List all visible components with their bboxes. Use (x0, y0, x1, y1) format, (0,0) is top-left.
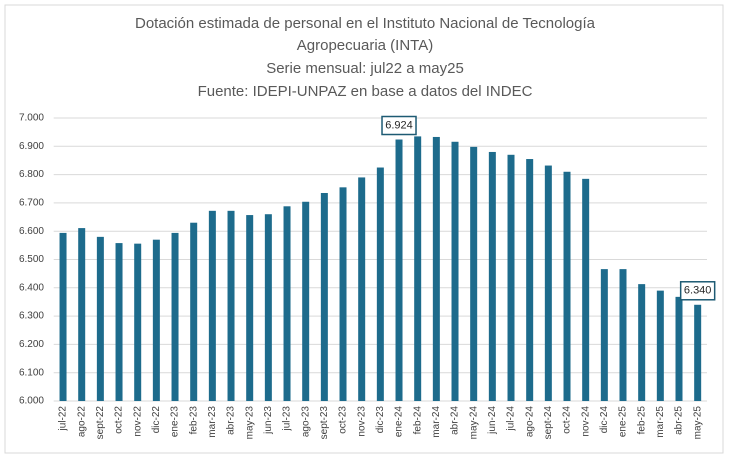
y-tick-label: 6.200 (19, 339, 44, 350)
x-tick-label: may-23 (244, 406, 255, 440)
x-tick-label: sept-22 (95, 406, 106, 440)
x-tick-label: abr-23 (226, 406, 237, 435)
bar (582, 178, 590, 401)
value-label-box (679, 281, 716, 301)
x-tick-label: ago-23 (300, 406, 311, 438)
x-tick-label: abr-25 (674, 406, 685, 435)
x-tick-label: ene-24 (394, 406, 405, 438)
y-tick-label: 7.000 (19, 113, 44, 124)
bar (264, 214, 272, 401)
value-label-box (381, 115, 417, 136)
x-tick-label: feb-25 (636, 406, 647, 435)
x-tick-label: nov-24 (580, 406, 591, 437)
x-tick-label: sept-23 (319, 406, 330, 440)
x-tick-label: feb-23 (188, 406, 199, 435)
x-tick-label: jul-23 (282, 406, 293, 432)
x-tick-label: nov-22 (132, 406, 143, 437)
x-tick-label: may-24 (468, 406, 479, 440)
chart-title: Dotación estimada de personal en el Inst… (135, 15, 596, 32)
y-tick-label: 6.000 (19, 396, 44, 407)
x-tick-label: mar-23 (207, 406, 218, 438)
bar (246, 215, 254, 401)
bar (190, 222, 198, 401)
value-label: 6.340 (684, 285, 712, 297)
x-tick-label: ago-24 (524, 406, 535, 438)
bar (320, 192, 328, 401)
bar (638, 284, 646, 401)
bar (656, 290, 664, 401)
bar (675, 296, 683, 401)
bar (432, 136, 440, 401)
bar (59, 232, 67, 401)
bar (507, 154, 515, 401)
y-tick-label: 6.900 (19, 141, 44, 152)
x-tick-label: ene-25 (618, 406, 629, 438)
bar (395, 139, 403, 401)
bar (619, 269, 627, 401)
y-tick-label: 6.800 (19, 169, 44, 180)
bar (227, 210, 235, 401)
x-tick-label: dic-23 (375, 406, 386, 434)
x-tick-label: dic-22 (151, 406, 162, 434)
y-tick-label: 6.100 (19, 367, 44, 378)
bar (526, 159, 534, 401)
x-tick-label: jul-22 (58, 406, 69, 432)
bar (134, 243, 142, 401)
x-tick-label: oct-23 (338, 406, 349, 434)
x-tick-label: sept-24 (543, 406, 554, 440)
chart-title: Agropecuaria (INTA) (297, 37, 433, 54)
bar (208, 210, 216, 401)
bar (376, 167, 384, 401)
x-tick-label: oct-24 (562, 406, 573, 434)
chart-subtitle: Fuente: IDEPI-UNPAZ en base a datos del … (198, 83, 533, 100)
bar (488, 151, 496, 401)
bar (358, 177, 366, 401)
bar (339, 187, 347, 401)
chart-subtitle: Serie mensual: jul22 a may25 (266, 60, 464, 77)
x-tick-label: abr-24 (450, 406, 461, 435)
x-tick-label: may-25 (692, 406, 703, 440)
bar (115, 243, 123, 401)
bar (283, 206, 291, 401)
bar (600, 269, 608, 401)
bar (171, 232, 179, 401)
x-tick-label: jun-23 (263, 406, 274, 435)
x-tick-label: feb-24 (412, 406, 423, 435)
bar (563, 171, 571, 401)
y-tick-label: 6.700 (19, 198, 44, 209)
bar (414, 136, 422, 401)
y-tick-label: 6.600 (19, 226, 44, 237)
bar (470, 146, 478, 401)
bar (96, 236, 104, 401)
bar (694, 304, 702, 401)
x-tick-label: jul-24 (506, 406, 517, 432)
x-tick-label: ene-23 (170, 406, 181, 438)
x-tick-label: jun-24 (487, 406, 498, 435)
y-tick-label: 6.300 (19, 311, 44, 322)
y-tick-label: 6.500 (19, 254, 44, 265)
bar (451, 141, 459, 401)
x-tick-label: nov-23 (356, 406, 367, 437)
x-tick-label: oct-22 (114, 406, 125, 434)
y-tick-label: 6.400 (19, 282, 44, 293)
x-tick-label: mar-25 (655, 406, 666, 438)
value-label: 6.924 (385, 119, 413, 131)
bar (544, 165, 552, 401)
x-tick-label: dic-24 (599, 406, 610, 434)
bar (78, 228, 86, 401)
bar (302, 201, 310, 401)
x-tick-label: mar-24 (431, 406, 442, 438)
x-tick-label: ago-22 (76, 406, 87, 438)
bar (152, 239, 160, 401)
